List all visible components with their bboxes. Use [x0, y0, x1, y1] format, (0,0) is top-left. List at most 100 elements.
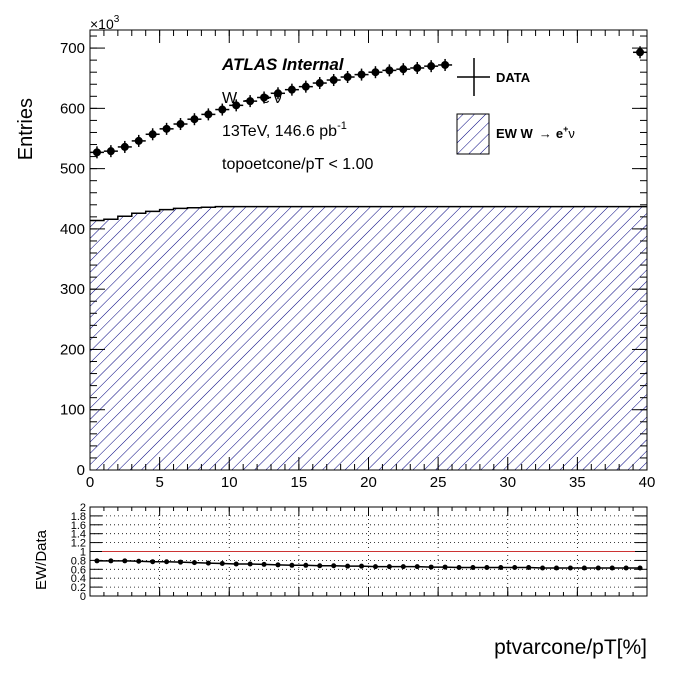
- ratio-axis-ticks: 00.20.40.60.811.21.41.61.82: [71, 502, 648, 603]
- data-point-marker: [106, 147, 115, 156]
- x-tick-label: 20: [360, 474, 377, 491]
- process-nu: ν: [274, 90, 282, 107]
- ratio-y-tick-label: 1.8: [71, 511, 86, 523]
- data-point-marker: [120, 142, 129, 151]
- ratio-y-tick-label: 0: [80, 591, 86, 603]
- ratio-point: [345, 563, 351, 569]
- ratio-point: [233, 561, 239, 567]
- data-point: [298, 80, 313, 93]
- ratio-y-tick-label: 1.6: [71, 520, 86, 532]
- data-point: [243, 95, 258, 108]
- data-point: [284, 83, 299, 96]
- ratio-point: [498, 565, 504, 571]
- legend-entry-ew: EW W → e+ν: [456, 113, 575, 155]
- ratio-point: [331, 563, 337, 569]
- ratio-y-tick-label: 0.8: [71, 555, 86, 567]
- x-tick-label: 30: [499, 474, 516, 491]
- data-point: [159, 122, 174, 135]
- data-point-marker: [246, 97, 255, 106]
- data-point-marker: [385, 66, 394, 75]
- legend-ew-sup: +: [563, 124, 568, 134]
- x-tick-label: 35: [569, 474, 586, 491]
- data-point: [396, 63, 411, 76]
- data-point: [145, 128, 160, 141]
- ratio-point: [150, 559, 156, 565]
- data-point: [173, 118, 188, 131]
- y-tick-label: 300: [60, 281, 85, 298]
- y-multiplier-exp: 3: [114, 14, 120, 25]
- process-label: W → e-ν: [222, 87, 282, 107]
- ratio-point: [400, 564, 406, 570]
- x-tick-label: 15: [291, 474, 308, 491]
- data-point: [103, 145, 118, 158]
- ratio-point: [178, 559, 184, 565]
- ratio-point: [372, 564, 378, 570]
- data-point-marker: [218, 105, 227, 114]
- ratio-y-tick-label: 1: [80, 547, 86, 559]
- y-tick-label: 700: [60, 40, 85, 57]
- data-point-marker: [287, 85, 296, 94]
- ratio-point: [553, 565, 559, 571]
- data-point-marker: [232, 101, 241, 110]
- ratio-point: [609, 565, 615, 571]
- ratio-panel: 00.20.40.60.811.21.41.61.82 EW/Data: [33, 502, 648, 603]
- data-point: [410, 61, 425, 74]
- data-point-marker: [260, 93, 269, 102]
- data-point-marker: [273, 89, 282, 98]
- ratio-point: [136, 558, 142, 564]
- ratio-point: [442, 564, 448, 570]
- data-point-marker: [371, 68, 380, 77]
- data-point-marker: [92, 148, 101, 157]
- lumi-sup: -1: [337, 120, 347, 132]
- ratio-point: [122, 558, 128, 564]
- y-multiplier: ×103: [90, 14, 120, 32]
- ratio-point: [219, 561, 225, 567]
- y-tick-label: 500: [60, 161, 85, 178]
- x-tick-label: 40: [639, 474, 656, 491]
- x-tick-label: 5: [155, 474, 163, 491]
- data-point-marker: [329, 76, 338, 85]
- ratio-point: [275, 562, 281, 568]
- data-point-marker: [413, 63, 422, 72]
- data-point-marker: [176, 120, 185, 129]
- x-tick-label: 10: [221, 474, 238, 491]
- ratio-point: [567, 565, 573, 571]
- data-point-marker: [427, 62, 436, 71]
- x-tick-label: 0: [86, 474, 94, 491]
- data-point: [354, 68, 369, 81]
- x-tick-label: 25: [430, 474, 447, 491]
- data-point: [131, 134, 146, 147]
- ratio-point: [512, 565, 518, 571]
- data-point: [368, 66, 383, 79]
- data-points: [89, 46, 648, 159]
- ratio-y-tick-label: 2: [80, 502, 86, 514]
- y-axis-title: Entries: [15, 98, 37, 160]
- data-point: [312, 77, 327, 90]
- ratio-y-axis-title: EW/Data: [33, 529, 50, 590]
- ratio-point: [595, 565, 601, 571]
- ew-histogram-outline: [90, 205, 647, 222]
- lumi-main: 13TeV, 146.6 pb: [222, 123, 337, 140]
- ratio-point: [456, 565, 462, 571]
- data-point-marker: [636, 48, 645, 57]
- ratio-point: [484, 565, 490, 571]
- legend: DATA EW W → e+ν: [456, 58, 575, 155]
- legend-ew-nu: ν: [568, 126, 575, 141]
- ratio-point: [164, 559, 170, 565]
- data-point-marker: [162, 124, 171, 133]
- ratio-point: [414, 564, 420, 570]
- process-e: e: [261, 90, 270, 107]
- data-point: [424, 60, 439, 73]
- y-tick-label: 600: [60, 100, 85, 117]
- legend-ew-swatch: [456, 113, 490, 155]
- legend-ew-e: e: [556, 126, 563, 141]
- legend-ew-label: EW W → e+ν: [496, 124, 575, 141]
- cut-label: topoetcone/pT < 1.00: [222, 156, 373, 173]
- data-point-marker: [148, 130, 157, 139]
- ratio-point: [191, 560, 197, 566]
- y-multiplier-base: ×10: [90, 16, 114, 32]
- data-point-marker: [315, 79, 324, 88]
- data-point-marker: [441, 60, 450, 69]
